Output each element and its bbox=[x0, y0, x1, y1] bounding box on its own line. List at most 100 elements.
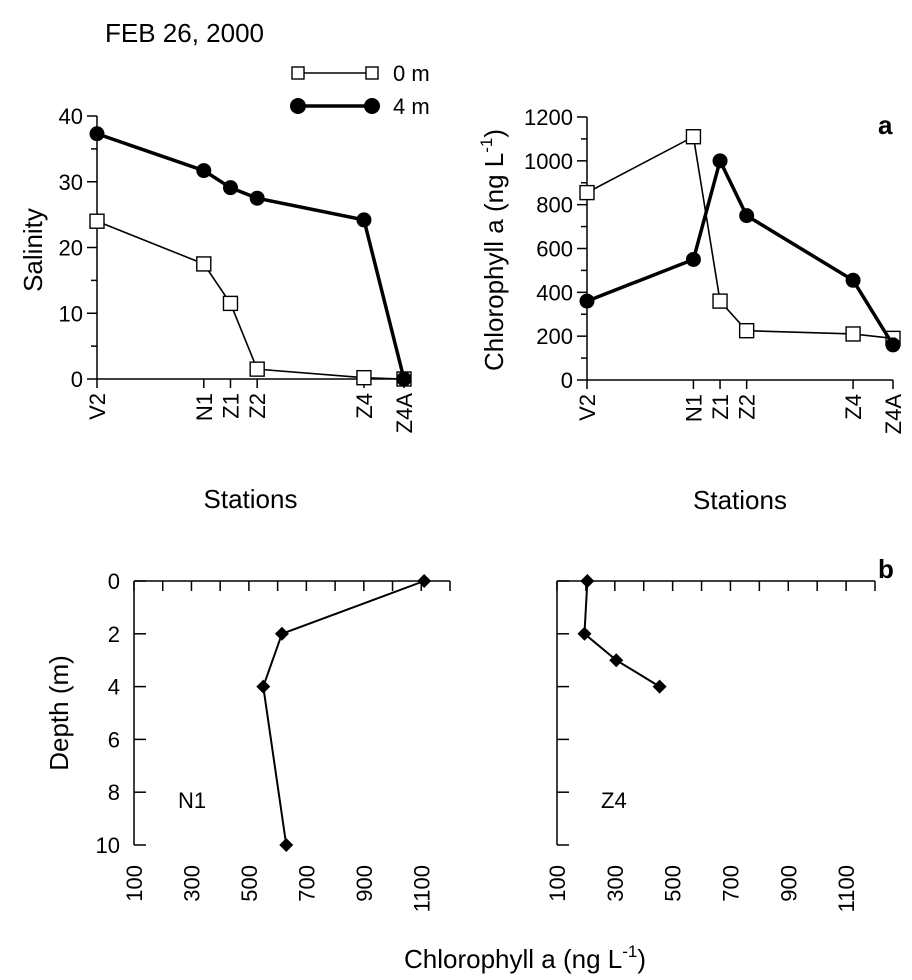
n1-x-tick-label: 700 bbox=[294, 865, 319, 902]
chlorophyll-x-tick-label: Z1 bbox=[708, 394, 733, 420]
salinity-y-tick-label: 40 bbox=[59, 104, 83, 129]
n1-profile-line bbox=[262, 580, 425, 846]
salinity-y-tick-label: 30 bbox=[59, 170, 83, 195]
chlorophyll-x-tick-label: V2 bbox=[575, 394, 600, 421]
z4-profile-point bbox=[609, 653, 624, 668]
n1-x-tick-label: 500 bbox=[237, 865, 262, 902]
legend-marker-4m-left bbox=[290, 98, 306, 114]
n1-profile-point bbox=[274, 626, 289, 641]
n1-y-tick-label: 2 bbox=[108, 622, 120, 647]
panel-label-b: b bbox=[878, 554, 894, 584]
chlorophyll-y-tick-label: 400 bbox=[536, 280, 573, 305]
legend-marker-0m-right bbox=[365, 66, 379, 80]
salinity-series-1-point bbox=[249, 190, 265, 206]
legend-label-4m: 4 m bbox=[393, 94, 430, 119]
chlorophyll-series-0-point bbox=[845, 326, 861, 342]
salinity-y-tick-label: 20 bbox=[59, 236, 83, 261]
chlorophyll-series-0-point bbox=[685, 129, 702, 145]
n1-station-label: N1 bbox=[178, 788, 206, 813]
legend-marker-0m-left bbox=[291, 66, 305, 80]
salinity-series-1-point bbox=[89, 126, 105, 142]
salinity-series-0-line bbox=[96, 220, 405, 380]
chlorophyll-x-tick-label: N1 bbox=[681, 394, 706, 422]
salinity-series-0-point bbox=[89, 213, 105, 229]
date-title: FEB 26, 2000 bbox=[105, 18, 264, 48]
chlorophyll-series-0-point bbox=[579, 184, 595, 201]
salinity-y-axis-title: Salinity bbox=[18, 208, 48, 292]
z4-x-tick-label: 500 bbox=[661, 865, 686, 902]
salinity-x-tick-label: Z2 bbox=[245, 393, 270, 419]
salinity-series-1-point bbox=[356, 212, 372, 228]
n1-profile-point bbox=[256, 679, 271, 694]
chlorophyll-y-tick-label: 0 bbox=[561, 368, 573, 393]
chlorophyll-stations-plot: 0 200 400 600 800 1000 1200 V2 N1 Z1 Z2 Z4 Z4A Statio… bbox=[477, 105, 906, 515]
chlorophyll-x-tick-label: Z4A bbox=[881, 394, 906, 435]
salinity-series-1-point bbox=[196, 163, 212, 179]
n1-x-tick-label: 1100 bbox=[409, 865, 434, 912]
legend: 0 m 4 m bbox=[290, 61, 430, 119]
salinity-x-tick-label: Z4 bbox=[352, 393, 377, 419]
chlorophyll-y-tick-label: 800 bbox=[536, 193, 573, 218]
chlorophyll-x-tick-label: Z2 bbox=[735, 394, 760, 420]
salinity-x-axis-title: Stations bbox=[204, 484, 298, 514]
salinity-series-1-point bbox=[222, 180, 238, 196]
chlorophyll-series-1-point bbox=[885, 337, 901, 353]
chlorophyll-y-tick-label: 1200 bbox=[524, 105, 573, 130]
chlorophyll-y-axis-title: Chlorophyll a (ng L-1) bbox=[477, 129, 509, 371]
chlorophyll-series-1-point bbox=[579, 293, 595, 309]
chlorophyll-series-0-point bbox=[738, 322, 755, 339]
chlorophyll-y-tick-label: 200 bbox=[536, 324, 573, 349]
chlorophyll-x-axis-title: Stations bbox=[693, 485, 787, 515]
z4-x-tick-label: 700 bbox=[718, 865, 743, 902]
z4-profile-line bbox=[583, 580, 661, 688]
chlorophyll-y-axis-title-main: Chlorophyll a (ng L bbox=[479, 153, 509, 371]
n1-y-axis-title: Depth (m) bbox=[44, 655, 74, 771]
z4-profile-point bbox=[580, 574, 595, 588]
n1-y-tick-label: 10 bbox=[96, 833, 120, 858]
z4-x-tick-label: 900 bbox=[776, 865, 801, 902]
chlorophyll-series-1-point bbox=[712, 153, 728, 169]
z4-profile-point bbox=[652, 679, 667, 694]
salinity-x-tick-label: V2 bbox=[85, 393, 110, 420]
chlorophyll-x-tick-label: Z4 bbox=[841, 394, 866, 420]
z4-profile-point bbox=[577, 626, 592, 641]
chlorophyll-y-axis-title-close: ) bbox=[479, 129, 509, 138]
chlorophyll-series-1-point bbox=[739, 208, 755, 224]
n1-y-tick-label: 4 bbox=[108, 675, 120, 700]
panel-label-a: a bbox=[878, 110, 893, 140]
salinity-series-1-line bbox=[96, 132, 406, 380]
chlorophyll-y-tick-label: 600 bbox=[536, 237, 573, 262]
depth-profile-z4-plot: 100 300 500 700 900 1100 Z4 bbox=[545, 574, 876, 912]
n1-y-tick-label: 6 bbox=[108, 727, 120, 752]
chlorophyll-series-0-point bbox=[712, 293, 728, 309]
salinity-series-0-point bbox=[222, 295, 239, 312]
z4-x-tick-label: 100 bbox=[545, 865, 570, 902]
legend-marker-4m-right bbox=[364, 98, 380, 114]
depth-profile-n1-plot: 100 300 500 700 900 1100 0 2 4 6 8 10 N1 Depth (m) bbox=[44, 569, 451, 912]
salinity-series-0-point bbox=[356, 369, 372, 386]
salinity-series-0-point bbox=[249, 361, 265, 377]
n1-x-tick-label: 900 bbox=[352, 865, 377, 902]
n1-x-tick-label: 300 bbox=[179, 865, 204, 902]
shared-x-axis-title: Chlorophyll a (ng L-1) bbox=[404, 942, 646, 974]
chlorophyll-series-1-point bbox=[845, 272, 861, 288]
n1-profile-point bbox=[417, 574, 432, 588]
n1-x-tick-label: 100 bbox=[122, 865, 147, 902]
legend-label-0m: 0 m bbox=[393, 61, 430, 86]
salinity-plot: 0 10 20 30 40 V2 N1 Z1 Z2 Z4 Z4A Stations Salinity bbox=[18, 104, 417, 514]
n1-y-tick-label: 8 bbox=[108, 780, 120, 805]
z4-x-tick-label: 1100 bbox=[834, 865, 859, 912]
salinity-x-tick-label: Z4A bbox=[392, 393, 417, 434]
n1-y-tick-label: 0 bbox=[108, 569, 120, 594]
n1-profile-point bbox=[279, 838, 294, 852]
z4-station-label: Z4 bbox=[601, 788, 627, 813]
z4-x-tick-label: 300 bbox=[603, 865, 628, 902]
chlorophyll-y-axis-title-sup: -1 bbox=[477, 138, 496, 153]
chlorophyll-series-1-point bbox=[685, 251, 701, 267]
salinity-y-tick-label: 10 bbox=[59, 301, 83, 326]
chlorophyll-y-tick-label: 1000 bbox=[524, 149, 573, 174]
salinity-x-tick-label: Z1 bbox=[218, 393, 243, 419]
chlorophyll-series-1-line bbox=[586, 155, 895, 346]
salinity-x-tick-label: N1 bbox=[192, 393, 217, 421]
